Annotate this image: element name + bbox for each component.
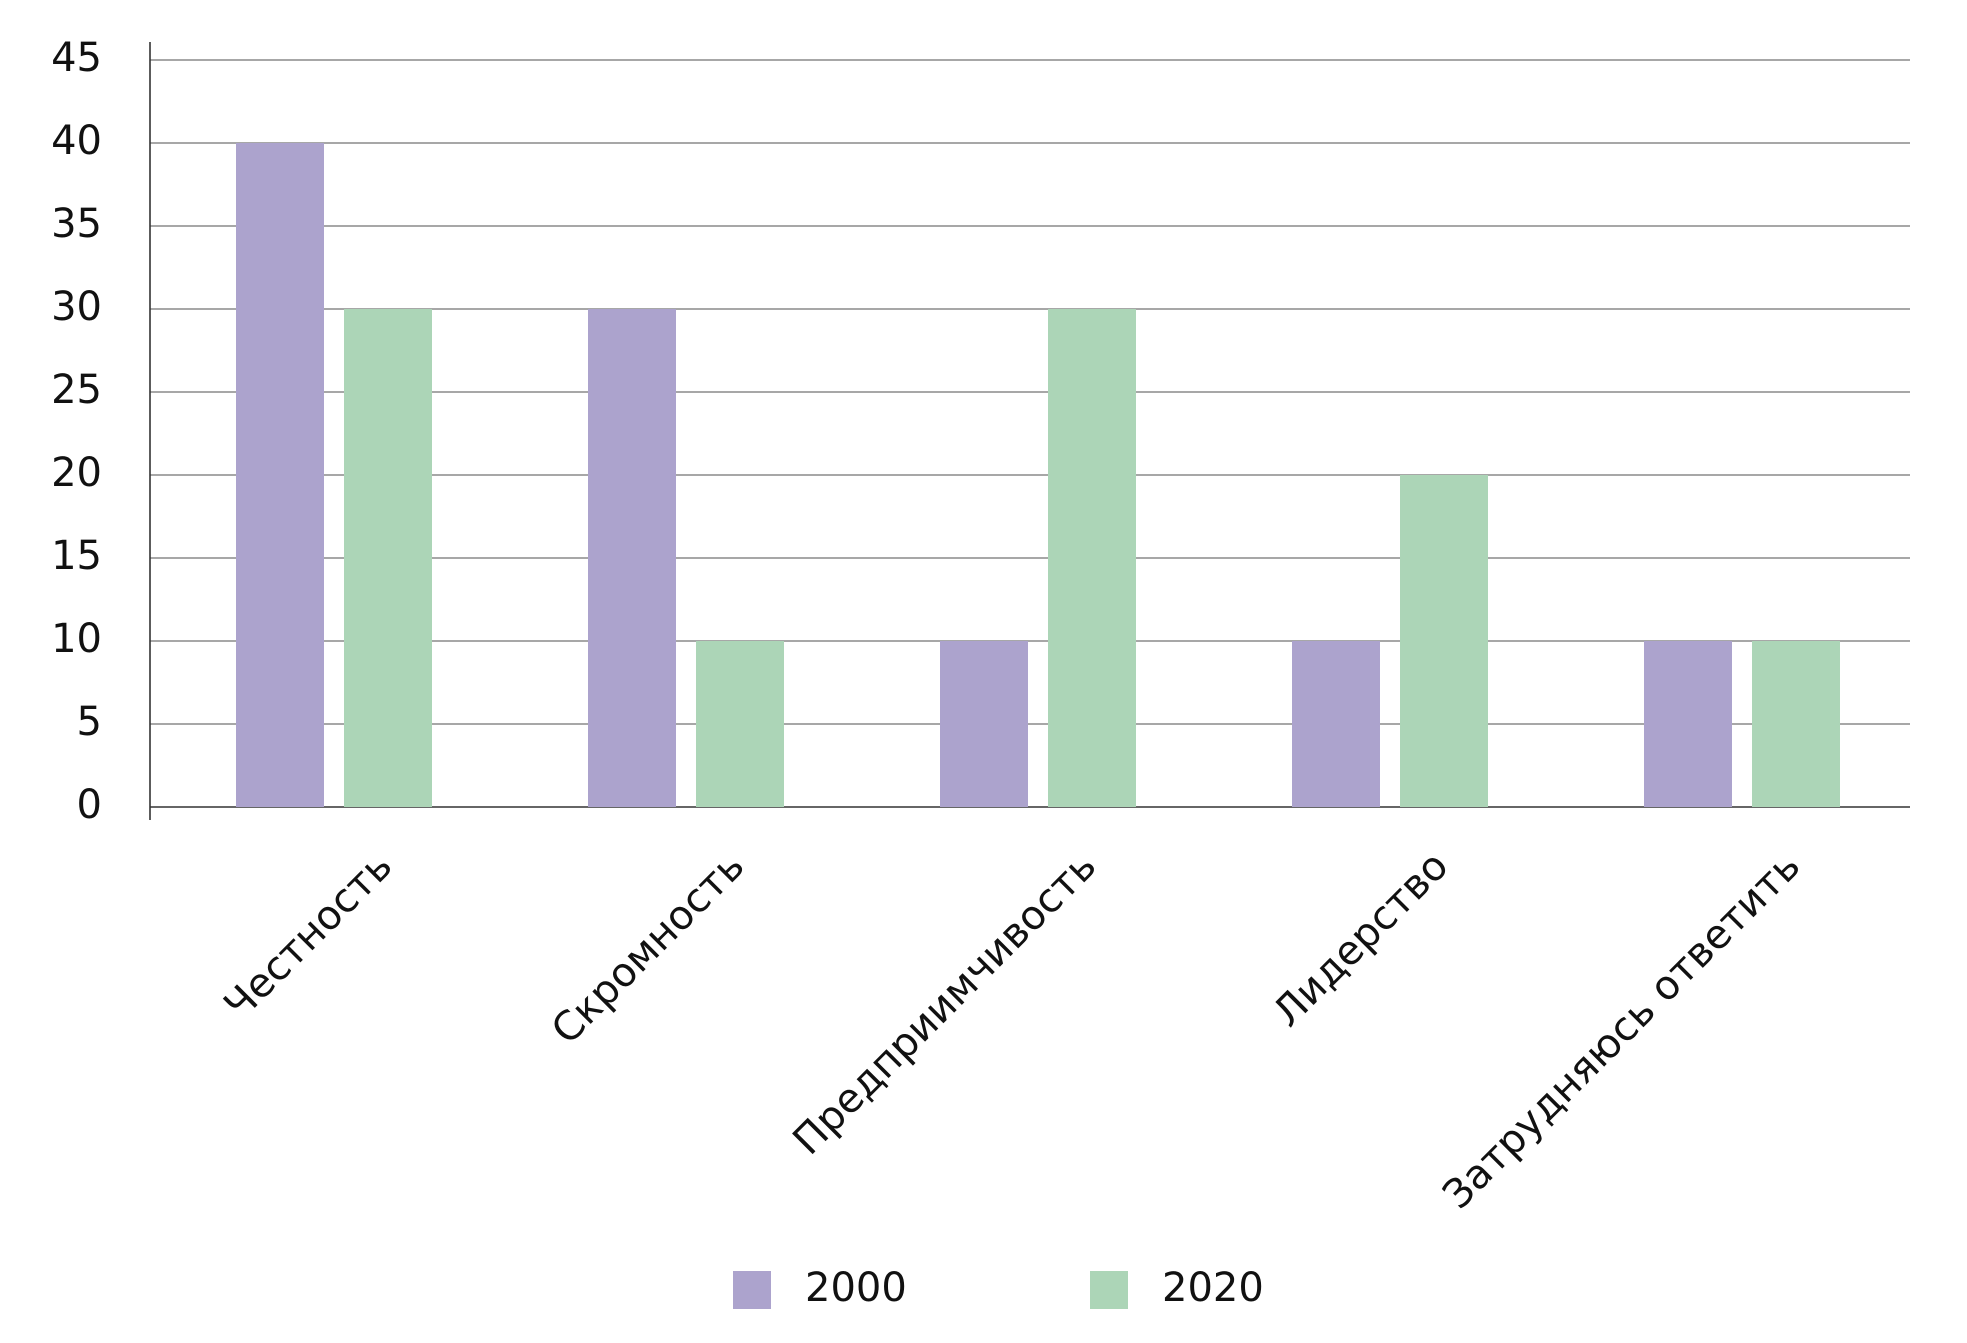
bar-2000-4 <box>1292 641 1380 807</box>
x-category-label: Затрудняюсь ответить <box>1434 843 1809 1218</box>
bar-2020-1 <box>344 309 432 807</box>
legend-swatch-2020 <box>1090 1271 1128 1309</box>
x-category-labels: Честность Скромность Предприимчивость Лидер… <box>216 843 1810 1218</box>
axes <box>149 42 1910 820</box>
legend-label: 2020 <box>1162 1265 1264 1311</box>
y-tick-label: 0 <box>77 782 102 828</box>
y-tick-labels: 0 5 10 15 20 25 30 35 40 45 <box>51 35 102 828</box>
y-tick-label: 5 <box>77 699 102 745</box>
bar-2020-2 <box>696 641 784 807</box>
bar-2020-5 <box>1752 641 1840 807</box>
bars <box>236 143 1840 807</box>
y-tick-label: 25 <box>51 367 102 413</box>
y-tick-label: 35 <box>51 201 102 247</box>
legend: 2000 2020 <box>733 1265 1264 1311</box>
y-tick-label: 40 <box>51 118 102 164</box>
bar-2000-3 <box>940 641 1028 807</box>
x-category-label: Скромность <box>543 843 753 1053</box>
gridlines <box>150 59 1910 725</box>
x-category-label: Честность <box>216 843 402 1029</box>
bar-2000-1 <box>236 143 324 807</box>
y-tick-label: 15 <box>51 533 102 579</box>
y-tick-label: 30 <box>51 284 102 330</box>
legend-swatch-2000 <box>733 1271 771 1309</box>
y-tick-label: 20 <box>51 450 102 496</box>
bar-2000-5 <box>1644 641 1732 807</box>
bar-2020-4 <box>1400 475 1488 807</box>
legend-label: 2000 <box>805 1265 907 1311</box>
y-tick-label: 45 <box>51 35 102 81</box>
y-tick-label: 10 <box>51 616 102 662</box>
x-category-label: Лидерство <box>1264 843 1457 1036</box>
bar-2000-2 <box>588 309 676 807</box>
bar-2020-3 <box>1048 309 1136 807</box>
x-category-label: Предприимчивость <box>784 843 1105 1164</box>
